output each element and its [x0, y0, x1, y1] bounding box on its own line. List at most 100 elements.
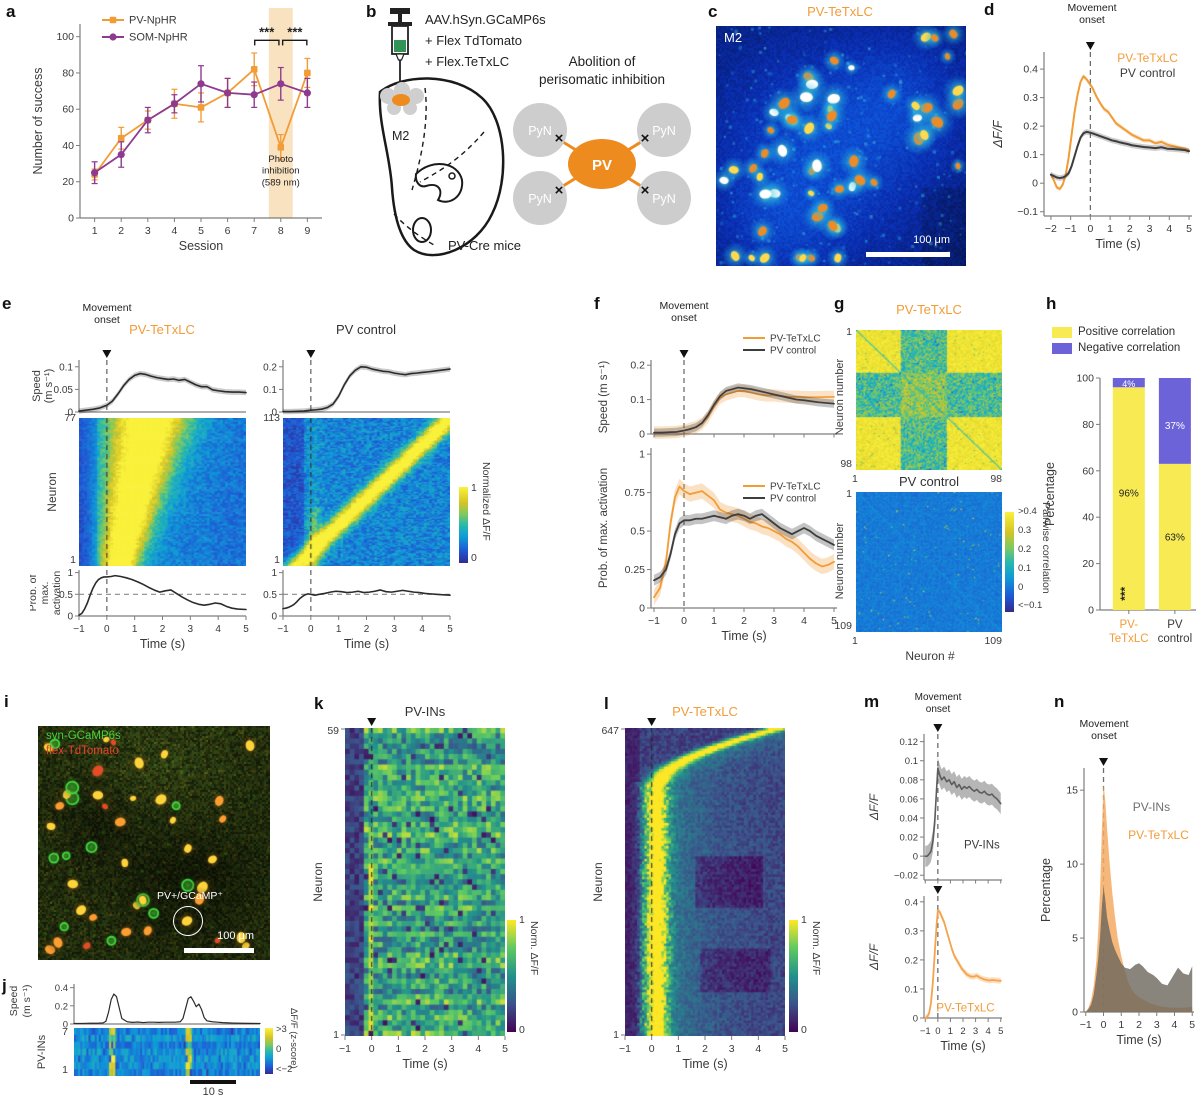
brain-outline-icon	[378, 77, 505, 257]
svg-text:***: ***	[287, 25, 303, 40]
norm-dff-colorbar-label: Norm. ΔF/F	[528, 921, 540, 976]
svg-text:59: 59	[327, 725, 339, 737]
correlation-legend: Positive correlation Negative correlatio…	[1052, 326, 1180, 358]
svg-text:0: 0	[1087, 223, 1093, 235]
svg-text:0: 0	[913, 1014, 918, 1025]
svg-text:1: 1	[711, 615, 717, 627]
svg-text:1: 1	[132, 624, 138, 635]
svg-text:−1: −1	[920, 1026, 931, 1037]
panel-c-letter: c	[708, 2, 718, 21]
scalebar-label: 100 μm	[913, 234, 950, 246]
syringe-icon	[388, 8, 412, 92]
scalebar-label: 100 μm	[217, 930, 254, 942]
zscore-colorbar	[265, 1028, 273, 1074]
svg-text:PV-TeTxLC: PV-TeTxLC	[936, 1003, 994, 1015]
svg-text:PV-TeTxLC: PV-TeTxLC	[1128, 828, 1189, 842]
row-count-top: 7	[62, 1026, 68, 1038]
svg-text:Session: Session	[179, 239, 224, 253]
svg-text:40: 40	[1082, 512, 1094, 524]
svg-text:3: 3	[449, 1043, 455, 1055]
svg-text:−2: −2	[1045, 223, 1057, 235]
svg-text:0.2: 0.2	[263, 362, 277, 373]
time-scalebar	[190, 1080, 236, 1084]
tetxlc-heatmap	[625, 728, 785, 1036]
cb-tick: 1	[801, 914, 807, 926]
svg-text:5: 5	[1186, 223, 1192, 235]
svg-text:Photo: Photo	[268, 154, 293, 165]
svg-text:3: 3	[973, 1026, 978, 1037]
svg-text:10: 10	[1066, 859, 1078, 871]
negative-legend-label: Negative correlation	[1078, 342, 1181, 354]
panel-d-letter: d	[984, 0, 995, 19]
svg-text:0.1: 0.1	[905, 756, 918, 767]
svg-text:2: 2	[422, 1043, 428, 1055]
prob-comparison-chart: 0 0.25 0.5 0.75 1 −1 0 1 2 3 4 5 PV-TeTxLC PV control…	[595, 442, 847, 665]
neuron-number-ylabel-bottom: Neuron number	[834, 522, 846, 600]
svg-text:0.5: 0.5	[59, 590, 73, 601]
row-count-bottom: 1	[62, 1064, 68, 1076]
svg-text:activation: activation	[51, 571, 63, 616]
svg-text:3: 3	[1154, 1019, 1160, 1031]
svg-text:−1: −1	[339, 1043, 351, 1055]
svg-text:0.1: 0.1	[1023, 149, 1038, 161]
panel-e-letter: e	[2, 294, 12, 313]
svg-text:4: 4	[1172, 1019, 1178, 1031]
svg-text:7: 7	[251, 225, 257, 237]
row-count-bottom: 1	[274, 554, 280, 566]
cb-tick: <−2	[276, 1064, 293, 1075]
svg-text:Percentage: Percentage	[1039, 858, 1053, 922]
svg-text:4: 4	[986, 1026, 991, 1037]
svg-text:8: 8	[278, 225, 284, 237]
row-count-bottom: 1	[70, 554, 76, 566]
speed-comparison-chart: 0 0.1 0.2 PV-TeTxLC PV control Speed (m s⁻¹)	[595, 330, 847, 447]
svg-text:0.2: 0.2	[1023, 121, 1038, 133]
syn-gcamp6s-label: syn-GCaMP6s	[46, 730, 121, 742]
svg-text:(m s⁻¹): (m s⁻¹)	[43, 369, 55, 404]
svg-text:0.5: 0.5	[263, 590, 277, 601]
tetxlc-dff-chart: 0 0.1 0.2 0.3 0.4 −1 0 1 2 3 4 5 PV-TeTxLC ΔF/F Time (…	[866, 886, 1008, 1069]
svg-text:Prob. of: Prob. of	[30, 575, 39, 612]
row-count-top: 77	[64, 412, 76, 424]
pairwise-correlation-label: Pairwise correlation	[1040, 502, 1052, 594]
cb-tick: 0.2	[1018, 544, 1032, 555]
panel-b-letter: b	[366, 2, 377, 21]
abolition-title-2: perisomatic inhibition	[539, 72, 665, 87]
tetxlc-heatmap-axes: −1 0 1 2 3 4 5 647 1 Time (s)	[578, 712, 804, 1089]
svg-text:20: 20	[62, 176, 74, 188]
pyn-label-2: PyN	[652, 124, 676, 138]
svg-text:0.4: 0.4	[1023, 64, 1038, 76]
neuron-number-ylabel-top: Neuron number	[834, 358, 846, 436]
svg-text:0: 0	[67, 612, 73, 623]
flex-tdtomato-label: flex-TdTomato	[46, 745, 119, 757]
cb-tick: 0.1	[1018, 563, 1032, 574]
svg-text:40: 40	[62, 140, 74, 152]
svg-text:80: 80	[62, 67, 74, 79]
svg-text:−1: −1	[73, 624, 85, 635]
prob-activation-control: 0 0.5 1 −1 0 1 2 3 4 5 Time (s)	[241, 566, 473, 663]
svg-text:Percentage: Percentage	[1043, 462, 1057, 526]
svg-text:Time (s): Time (s)	[344, 637, 389, 651]
mouse-line-label: PV-Cre mice	[448, 238, 521, 253]
movement-onset-label: Movement onset	[82, 302, 132, 326]
svg-text:−0.02: −0.02	[894, 871, 918, 882]
svg-text:PV: PV	[1167, 619, 1183, 631]
svg-text:PV control: PV control	[770, 494, 816, 505]
normalized-dff-colorbar	[459, 487, 468, 563]
svg-text:5: 5	[1072, 933, 1078, 945]
svg-text:1: 1	[336, 624, 342, 635]
svg-text:0: 0	[308, 624, 314, 635]
svg-text:***: ***	[259, 25, 275, 40]
neuron-axis-label: Neuron	[45, 472, 59, 512]
svg-text:Speed: Speed	[31, 370, 43, 402]
svg-text:1: 1	[1107, 223, 1113, 235]
pv-label: PV	[592, 157, 612, 174]
svg-text:0: 0	[271, 408, 277, 419]
cb-tick: >0.4	[1018, 506, 1037, 517]
cb-tick: 0	[519, 1024, 525, 1036]
svg-text:5: 5	[831, 615, 837, 627]
svg-text:2: 2	[160, 624, 166, 635]
svg-text:60: 60	[1082, 465, 1094, 477]
svg-text:PV control: PV control	[1120, 66, 1175, 80]
svg-text:ΔF/F: ΔF/F	[991, 119, 1005, 148]
svg-text:0.25: 0.25	[625, 564, 646, 576]
